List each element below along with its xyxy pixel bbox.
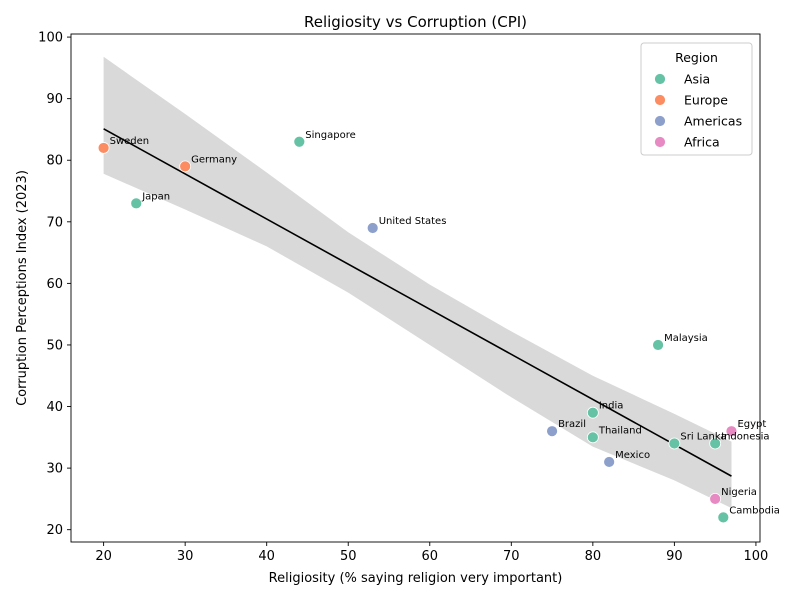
x-tick-label: 20	[95, 549, 112, 564]
point-label: United States	[379, 216, 447, 227]
legend-entry: Africa	[684, 135, 720, 150]
y-tick-label: 70	[46, 215, 63, 230]
data-point	[586, 406, 599, 419]
y-tick-label: 40	[46, 400, 63, 415]
x-tick-label: 70	[503, 549, 520, 564]
chart-title: Religiosity vs Corruption (CPI)	[304, 13, 527, 31]
point-label: Indonesia	[721, 431, 769, 442]
plot-frame	[70, 33, 761, 543]
x-axis-label: Religiosity (% saying religion very impo…	[269, 571, 563, 586]
data-point	[668, 437, 681, 450]
point-label: Brazil	[558, 419, 586, 430]
legend-marker	[654, 94, 666, 106]
legend-entry: Asia	[684, 72, 710, 87]
data-point	[603, 456, 616, 468]
point-label: Thailand	[598, 425, 642, 436]
data-point	[366, 222, 379, 234]
data-point	[652, 339, 664, 351]
x-tick-label: 60	[421, 549, 438, 564]
point-label: Cambodia	[729, 505, 780, 516]
legend-marker	[654, 115, 666, 127]
data-point	[725, 425, 738, 438]
y-tick-label: 100	[38, 31, 63, 46]
y-tick-label: 30	[46, 462, 63, 477]
data-point	[179, 160, 192, 173]
data-point	[709, 492, 722, 505]
regression-line	[103, 128, 732, 477]
point-label: Malaysia	[664, 333, 708, 344]
point-label: Sweden	[110, 136, 150, 147]
y-axis-label: Corruption Perceptions Index (2023)	[15, 170, 30, 406]
x-tick-label: 100	[744, 549, 769, 564]
point-label: Japan	[141, 191, 170, 202]
legend-box	[640, 42, 753, 156]
data-point	[546, 425, 558, 438]
x-tick-label: 50	[340, 549, 357, 564]
legend-marker	[654, 136, 666, 148]
data-point	[709, 437, 722, 450]
data-point	[293, 135, 306, 148]
y-tick-label: 90	[46, 92, 63, 107]
point-label: Germany	[191, 154, 237, 165]
y-tick-label: 20	[46, 523, 63, 538]
x-tick-label: 30	[177, 549, 194, 564]
confidence-band	[103, 56, 732, 509]
data-point	[97, 142, 110, 154]
legend-title: Region	[675, 50, 718, 65]
legend-entry: Europe	[684, 93, 728, 108]
data-point	[717, 511, 730, 524]
x-tick-label: 90	[666, 549, 683, 564]
legend-entry: Americas	[684, 114, 742, 129]
x-tick-label: 40	[258, 549, 275, 564]
point-label: Sri Lanka	[680, 431, 726, 442]
point-label: Mexico	[615, 450, 650, 461]
x-tick-label: 80	[585, 549, 602, 564]
y-tick-label: 50	[46, 338, 63, 353]
point-label: India	[599, 401, 624, 412]
y-tick-label: 80	[46, 154, 63, 169]
point-label: Nigeria	[721, 487, 757, 498]
legend-marker	[654, 73, 666, 85]
point-label: Egypt	[737, 419, 766, 430]
data-point	[586, 431, 599, 444]
data-point	[130, 197, 143, 210]
y-tick-label: 60	[46, 277, 63, 292]
point-label: Singapore	[305, 130, 355, 141]
